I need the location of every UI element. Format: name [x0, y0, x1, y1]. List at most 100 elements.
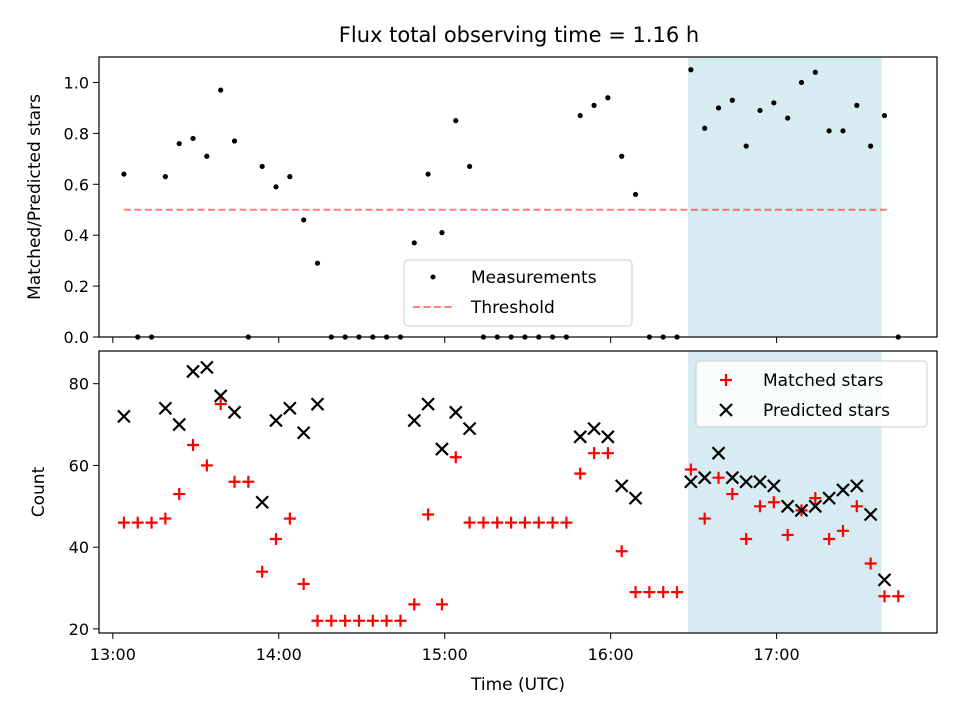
- predicted-star-point: [767, 479, 781, 493]
- predicted-star-point: [186, 364, 200, 379]
- matched-star-point: [200, 459, 213, 472]
- matched-star-point: [518, 516, 531, 529]
- top-axes-frame: [98, 56, 938, 338]
- measurement-point: [702, 125, 708, 131]
- matched-star-point: [767, 496, 780, 509]
- matched-star-point: [408, 598, 421, 611]
- top-panel: 0.0 0.2 0.4 0.6 0.8 1.0 Matched/Predicted sta…: [25, 56, 938, 347]
- matched-star-point: [145, 516, 158, 529]
- matched-star-point: [878, 590, 891, 603]
- matched-star-point: [394, 614, 407, 627]
- bottom-x-axis: 13:00 14:00 15:00 16:00 17:00: [90, 633, 800, 664]
- predicted-star-point: [407, 413, 422, 428]
- bottom-legend-box: [695, 360, 928, 428]
- predicted-star-point: [269, 413, 283, 428]
- matched-star-point: [477, 516, 490, 529]
- bottom-y-axis-label: Count: [29, 466, 49, 517]
- matched-star-point: [380, 614, 393, 627]
- measurement-point: [729, 97, 735, 103]
- predicted-star-point: [172, 417, 186, 432]
- matched-star-point: [781, 528, 794, 541]
- measurement-point: [798, 79, 805, 86]
- bottom-y-axis: 20 40 60 80: [69, 375, 99, 639]
- predicted-star-point: [753, 475, 767, 489]
- matched-star-point: [892, 590, 905, 603]
- predicted-star-point: [310, 397, 325, 411]
- top-y-tick-label: 0.4: [64, 226, 89, 245]
- matched-star-point: [449, 451, 462, 464]
- top-y-axis-label: Matched/Predicted stars: [25, 94, 45, 300]
- measurement-point: [577, 112, 583, 119]
- matched-star-point: [366, 614, 379, 627]
- measurement-point: [287, 174, 293, 180]
- matched-star-point: [422, 508, 435, 521]
- measurement-point: [176, 140, 182, 147]
- predicted-star-point: [863, 507, 878, 522]
- measurement-point: [812, 69, 818, 75]
- measurement-point: [204, 153, 210, 159]
- predicted-star-point: [808, 499, 823, 514]
- matched-star-point: [809, 492, 822, 505]
- measurement-point: [439, 230, 445, 236]
- matched-star-point: [270, 533, 283, 545]
- bottom-x-tick-label: 16:00: [588, 645, 634, 664]
- matched-star-point: [339, 614, 352, 627]
- legend-label-matched: Matched stars: [763, 371, 883, 391]
- measurement-point: [826, 128, 832, 134]
- matched-star-point: [864, 557, 877, 570]
- top-legend-box: [403, 259, 633, 327]
- matched-star-point: [615, 545, 628, 558]
- top-legend: Measurements Threshold: [403, 259, 633, 327]
- measurement-point: [605, 95, 611, 101]
- predicted-star-point: [836, 483, 850, 497]
- matched-star-point: [546, 516, 559, 529]
- matched-star-point: [836, 524, 849, 537]
- legend-label-measurements: Measurements: [471, 268, 597, 288]
- measurement-point: [259, 163, 265, 170]
- matched-star-point: [297, 577, 310, 590]
- matched-star-point: [283, 512, 296, 525]
- measurement-point: [218, 87, 224, 93]
- predicted-star-point: [462, 421, 477, 436]
- bottom-y-tick-label: 20: [69, 620, 89, 639]
- predicted-star-point: [117, 409, 131, 424]
- matched-star-point: [712, 471, 725, 484]
- matched-star-point: [159, 512, 172, 525]
- matched-star-point: [601, 447, 614, 460]
- matched-star-point: [698, 512, 711, 525]
- matched-star-point: [684, 463, 697, 476]
- legend-marker-predicted: [719, 403, 733, 417]
- legend-label-threshold: Threshold: [470, 298, 555, 318]
- measurement-point: [881, 112, 888, 119]
- top-y-tick-label: 1.0: [64, 73, 89, 92]
- measurement-point: [273, 184, 279, 190]
- figure-title: Flux total observing time = 1.16 h: [339, 23, 699, 47]
- bottom-axes-frame: [98, 350, 938, 634]
- matched-star-point: [532, 516, 545, 529]
- bottom-panel: 20 40 60 80 13:00 14:00 15:00 16:00 17:00 Count…: [29, 350, 938, 695]
- matched-star-point: [187, 439, 200, 451]
- predicted-star-point: [200, 360, 214, 375]
- top-shaded-region: [688, 57, 882, 337]
- predicted-star-point: [850, 479, 864, 493]
- measurement-point: [301, 217, 307, 223]
- measurement-point: [743, 143, 749, 149]
- measurement-point: [314, 260, 321, 266]
- matched-star-point: [491, 516, 504, 529]
- predicted-star-point: [725, 470, 740, 485]
- predicted-star-point: [601, 430, 615, 444]
- matched-star-point: [256, 565, 269, 578]
- measurement-point: [619, 153, 625, 159]
- predicted-star-point: [614, 479, 629, 493]
- legend-marker-matched: [720, 374, 732, 386]
- top-y-axis: 0.0 0.2 0.4 0.6 0.8 1.0: [64, 73, 99, 347]
- matched-star-point: [574, 467, 587, 480]
- matched-star-point: [352, 614, 365, 627]
- matched-star-point: [131, 516, 144, 529]
- predicted-star-point: [213, 389, 228, 403]
- predicted-star-point: [255, 495, 269, 509]
- matched-star-point: [740, 533, 753, 545]
- matched-star-point: [671, 586, 684, 599]
- matched-star-point: [173, 488, 186, 501]
